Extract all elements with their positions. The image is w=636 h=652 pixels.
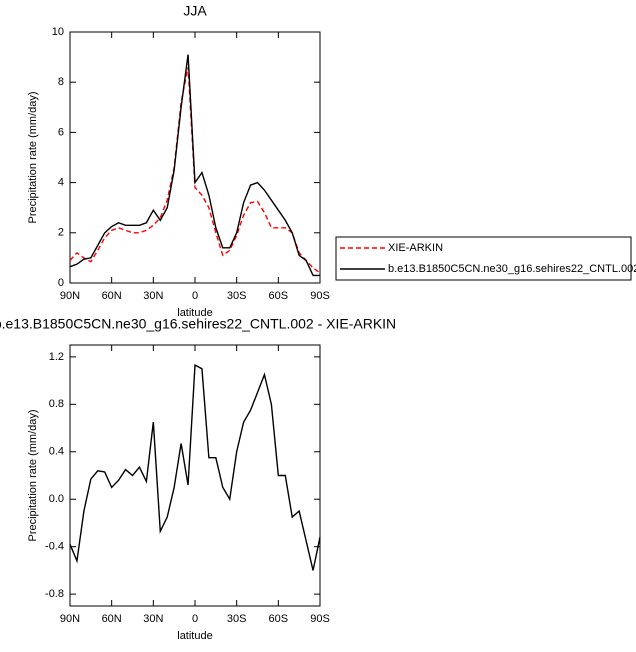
- legend: XIE-ARKIN b.e13.B1850C5CN.ne30_g16.sehire…: [335, 236, 636, 281]
- chart-title: b.e13.B1850C5CN.ne30_g16.sehires22_CNTL.…: [0, 316, 396, 332]
- x-tick-label: 0: [192, 613, 198, 625]
- legend-label: XIE-ARKIN: [388, 242, 443, 254]
- y-tick-label: 4: [58, 177, 64, 189]
- plot-frame: [69, 344, 321, 607]
- x-tick-label: 30S: [227, 613, 247, 625]
- y-tick-label: 0.4: [49, 446, 64, 458]
- chart-title: JJA: [183, 3, 207, 19]
- x-tick-label: 0: [192, 290, 198, 302]
- x-tick-label: 90N: [60, 613, 80, 625]
- y-tick-label: 0.0: [49, 493, 64, 505]
- y-tick-label: -0.8: [45, 588, 64, 600]
- legend-box: [335, 236, 632, 281]
- y-tick-label: 6: [58, 126, 64, 138]
- data-line: [69, 54, 320, 277]
- x-tick-label: 60S: [269, 613, 289, 625]
- y-tick-label: 8: [58, 76, 64, 88]
- y-tick-label: 0.8: [49, 398, 64, 410]
- y-tick-label: -0.4: [45, 541, 64, 553]
- x-tick-label: 90S: [310, 290, 330, 302]
- x-axis-label: latitude: [177, 307, 212, 319]
- x-tick-label: 60N: [102, 290, 122, 302]
- y-tick-label: 2: [58, 227, 64, 239]
- x-axis-label: latitude: [177, 630, 212, 642]
- y-tick-label: 0: [58, 277, 64, 289]
- x-tick-label: 90S: [310, 613, 330, 625]
- x-tick-label: 30N: [143, 290, 163, 302]
- y-tick-label: 10: [52, 26, 64, 38]
- data-line: [69, 364, 321, 571]
- plot-frame: [69, 31, 321, 284]
- y-axis-label: Precipitation rate (mm/day): [27, 91, 39, 223]
- x-tick-label: 90N: [60, 290, 80, 302]
- y-axis-label: Precipitation rate (mm/day): [27, 409, 39, 541]
- data-line: [69, 67, 321, 274]
- x-tick-label: 60N: [102, 613, 122, 625]
- x-tick-label: 30S: [227, 290, 247, 302]
- y-tick-label: 1.2: [49, 351, 64, 363]
- x-tick-label: 60S: [269, 290, 289, 302]
- x-tick-label: 30N: [143, 613, 163, 625]
- legend-label: b.e13.B1850C5CN.ne30_g16.sehires22_CNTL.…: [388, 263, 636, 275]
